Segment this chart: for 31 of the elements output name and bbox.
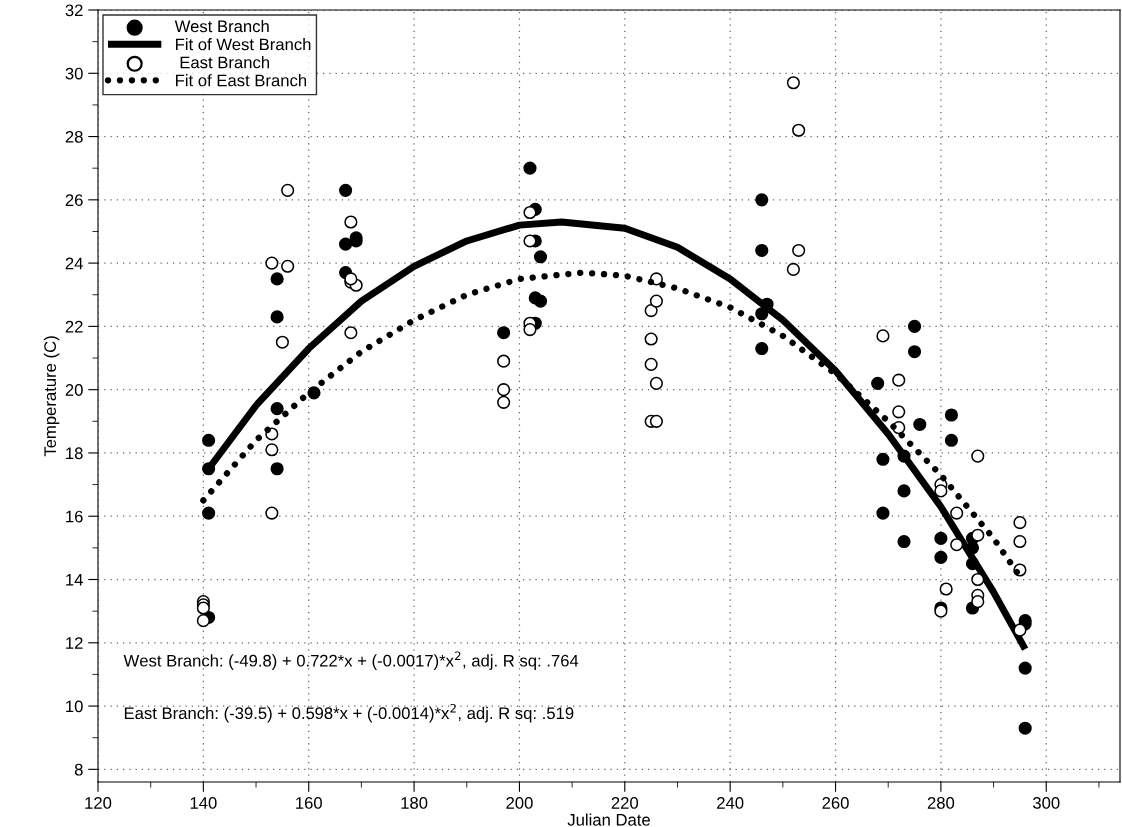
x-tick-label: 120	[85, 797, 112, 809]
legend-label: Fit of East Branch	[176, 74, 307, 87]
y-axis-title: Temperature (C)	[43, 336, 60, 457]
annotation: West Branch: (-49.8) + 0.722*x + (-0.0017)*x$^{2}$, adj. R sq: .764	[123, 651, 579, 670]
y-tick-label: 8	[74, 763, 83, 776]
y-tick-label: 20	[65, 384, 83, 396]
x-tick-label: 200	[506, 797, 533, 809]
x-tick-label: 140	[190, 797, 217, 809]
x-tick-label: 280	[927, 797, 955, 809]
y-tick-label: 14	[66, 574, 83, 586]
x-tick-label: 220	[611, 797, 639, 809]
y-tick-label: 12	[66, 637, 83, 649]
legend-label: East Branch	[180, 56, 269, 69]
y-tick-label: 28	[65, 130, 83, 143]
y-tick-label: 18	[66, 447, 83, 460]
x-tick-label: 160	[296, 797, 322, 809]
x-tick-label: 240	[717, 797, 744, 809]
x-tick-label: 180	[401, 797, 428, 809]
x-axis-title: Julian Date	[567, 813, 650, 826]
legend-label: Fit of West Branch	[176, 38, 311, 51]
y-tick-label: 26	[65, 194, 83, 207]
annotation: East Branch: (-39.5) + 0.598*x + (-0.0014)*x$^{2}$, adj. R sq: .519	[124, 703, 574, 723]
y-tick-label: 10	[66, 700, 83, 713]
x-tick-label: 300	[1032, 797, 1060, 809]
y-tick-label: 24	[65, 257, 83, 270]
y-tick-label: 32	[65, 4, 83, 17]
legend-label: West Branch	[174, 20, 269, 33]
x-tick-label: 260	[822, 797, 849, 809]
y-tick-label: 30	[65, 67, 83, 80]
y-tick-label: 22	[65, 320, 83, 333]
y-tick-label: 16	[66, 510, 83, 523]
